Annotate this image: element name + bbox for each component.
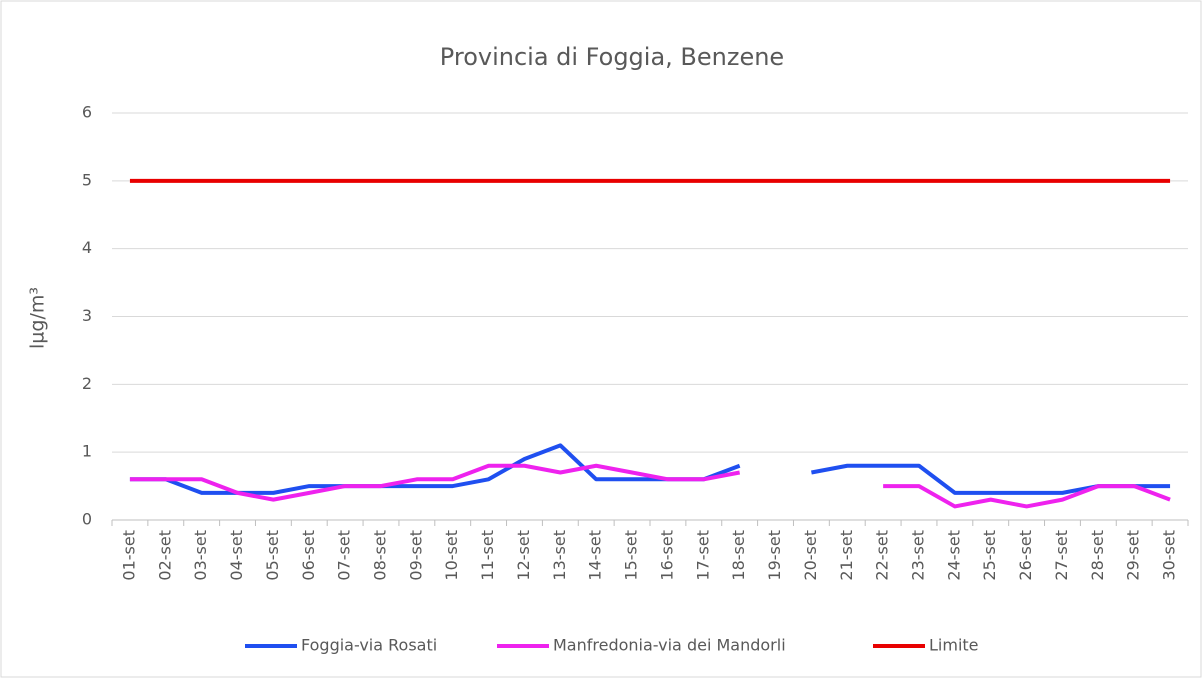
legend-label: Foggia-via Rosati xyxy=(301,636,437,655)
y-tick-label: 1 xyxy=(82,442,92,461)
y-tick-label: 5 xyxy=(82,170,92,189)
x-tick-label: 07-set xyxy=(335,530,354,581)
y-tick-label: 4 xyxy=(82,238,92,257)
x-tick-label: 04-set xyxy=(227,530,246,581)
legend-label: Manfredonia-via dei Mandorli xyxy=(553,636,786,655)
x-tick-label: 29-set xyxy=(1124,530,1143,581)
x-tick-label: 28-set xyxy=(1088,530,1107,581)
x-tick-label: 08-set xyxy=(371,530,390,581)
x-tick-label: 21-set xyxy=(837,530,856,581)
y-axis-label: lµg/m³ xyxy=(27,287,49,349)
x-tick-label: 19-set xyxy=(765,530,784,581)
x-tick-label: 23-set xyxy=(909,530,928,581)
x-tick-label: 14-set xyxy=(586,530,605,581)
x-tick-label: 12-set xyxy=(514,530,533,581)
y-tick-label: 6 xyxy=(82,103,92,122)
x-tick-label: 27-set xyxy=(1052,530,1071,581)
x-tick-label: 10-set xyxy=(442,530,461,581)
y-tick-label: 3 xyxy=(82,306,92,325)
x-tick-label: 26-set xyxy=(1016,530,1035,581)
x-tick-label: 16-set xyxy=(657,530,676,581)
x-tick-label: 11-set xyxy=(478,530,497,581)
x-tick-label: 30-set xyxy=(1160,530,1179,581)
x-tick-label: 09-set xyxy=(406,530,425,581)
x-tick-label: 22-set xyxy=(873,530,892,581)
x-tick-label: 25-set xyxy=(980,530,999,581)
x-tick-label: 24-set xyxy=(944,530,963,581)
x-tick-label: 20-set xyxy=(801,530,820,581)
x-tick-label: 05-set xyxy=(263,530,282,581)
chart-title: Provincia di Foggia, Benzene xyxy=(440,43,784,71)
x-tick-label: 03-set xyxy=(191,530,210,581)
x-tick-label: 06-set xyxy=(299,530,318,581)
x-tick-label: 13-set xyxy=(550,530,569,581)
x-tick-label: 18-set xyxy=(729,530,748,581)
y-tick-label: 2 xyxy=(82,374,92,393)
y-tick-label: 0 xyxy=(82,510,92,529)
x-tick-label: 15-set xyxy=(622,530,641,581)
x-tick-label: 17-set xyxy=(693,530,712,581)
x-tick-label: 01-set xyxy=(119,530,138,581)
series-line xyxy=(129,463,1171,509)
x-tick-label: 02-set xyxy=(155,530,174,581)
legend-label: Limite xyxy=(929,636,979,655)
